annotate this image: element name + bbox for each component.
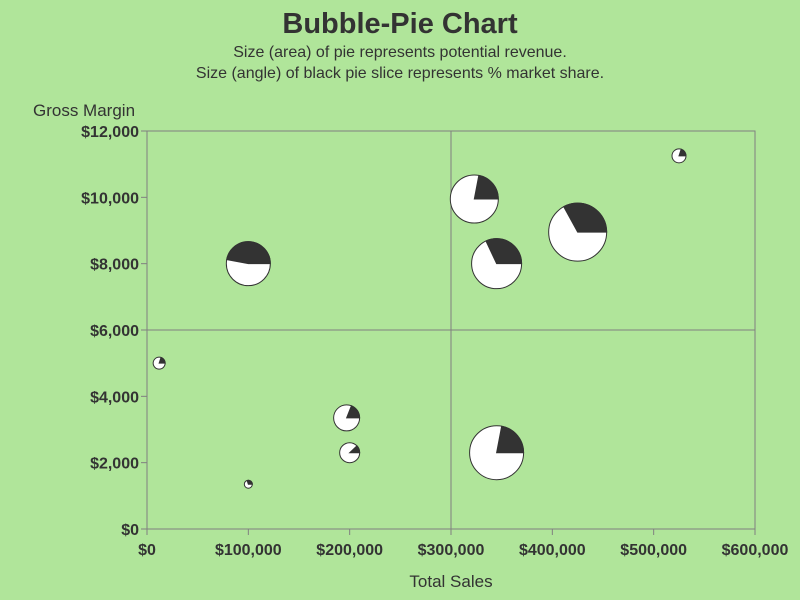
bubble-pie [225, 241, 271, 287]
axis-layer: $0 $100,000 $200,000 $300,000 $400,000 $500,0… [81, 124, 788, 559]
y-tick-label: $0 [121, 522, 139, 539]
bubble-pie-layer [152, 148, 687, 489]
market-share-slice [348, 445, 361, 454]
market-share-slice [226, 241, 271, 265]
market-share-slice [485, 238, 523, 265]
bubble-pie [243, 479, 253, 489]
market-share-slice [158, 356, 166, 364]
x-tick-label: $0 [138, 542, 156, 559]
y-tick-label: $10,000 [81, 190, 139, 207]
market-share-slice [345, 405, 361, 419]
x-tick-label: $300,000 [418, 542, 485, 559]
chart-subtitle-2: Size (angle) of black pie slice represen… [195, 65, 605, 82]
bubble-pie [449, 174, 499, 224]
x-tick-label: $200,000 [316, 542, 383, 559]
chart-subtitle-1: Size (area) of pie represents potential … [233, 44, 567, 61]
bubble-pie [152, 356, 166, 370]
bubble-pie [339, 442, 361, 464]
y-tick-label: $2,000 [90, 456, 139, 473]
x-tick-label: $600,000 [722, 542, 789, 559]
y-axis-label: Gross Margin [33, 101, 135, 120]
y-tick-label: $6,000 [90, 323, 139, 340]
market-share-slice [678, 148, 687, 157]
y-tick-label: $12,000 [81, 124, 139, 141]
x-tick-label: $100,000 [215, 542, 282, 559]
y-tick-label: $8,000 [90, 257, 139, 274]
market-share-slice [473, 174, 499, 200]
bubble-pie [671, 148, 687, 164]
x-tick-label: $500,000 [620, 542, 687, 559]
bubble-pie [471, 238, 523, 290]
x-axis-label: Total Sales [409, 572, 492, 591]
chart-title: Bubble-Pie Chart [282, 8, 518, 40]
bubble-pie [333, 404, 361, 432]
market-share-slice [563, 202, 608, 233]
x-tick-label: $400,000 [519, 542, 586, 559]
bubble-pie [469, 425, 525, 481]
market-share-slice [495, 425, 525, 454]
market-share-slice [246, 479, 253, 485]
y-tick-label: $4,000 [90, 389, 139, 406]
plot-frame-layer [146, 130, 756, 530]
bubble-pie [548, 202, 608, 262]
